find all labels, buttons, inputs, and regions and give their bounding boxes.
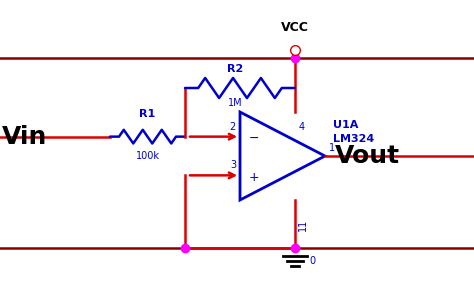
- Text: 11: 11: [298, 219, 308, 231]
- Text: R1: R1: [139, 109, 155, 119]
- Text: U1A: U1A: [333, 120, 358, 130]
- Text: 100k: 100k: [136, 151, 159, 161]
- Text: 1M: 1M: [228, 98, 242, 108]
- Text: 2: 2: [230, 122, 236, 132]
- Text: VCC: VCC: [281, 21, 309, 34]
- Text: 0: 0: [309, 256, 315, 266]
- Text: R2: R2: [227, 64, 243, 74]
- Text: Vin: Vin: [2, 125, 47, 149]
- Text: 3: 3: [230, 160, 236, 170]
- Text: Vout: Vout: [335, 144, 400, 168]
- Text: 1: 1: [329, 143, 335, 153]
- Text: LM324: LM324: [333, 134, 374, 144]
- Text: −: −: [249, 132, 259, 145]
- Text: +: +: [249, 171, 259, 184]
- Text: 4: 4: [299, 122, 305, 132]
